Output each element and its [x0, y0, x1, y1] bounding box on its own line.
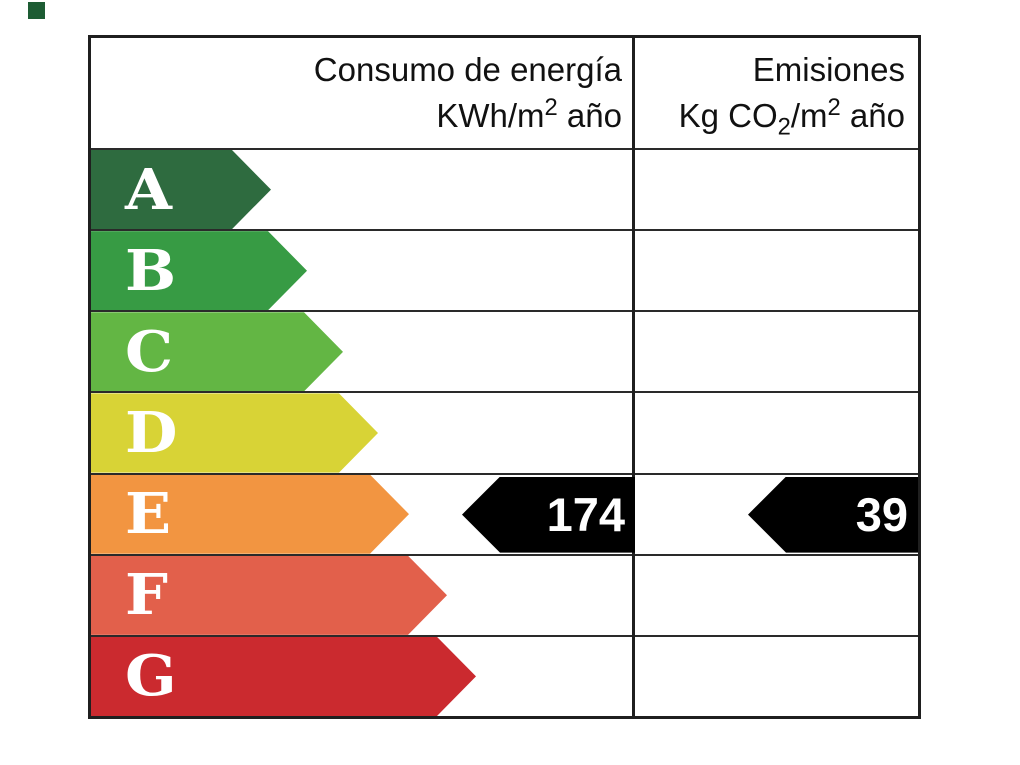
consumption-header-line1: Consumo de energía [313, 51, 622, 89]
rating-arrow-e: E [91, 475, 409, 554]
emissions-header-line1: Emisiones [752, 51, 905, 89]
rating-row-c: C [91, 310, 918, 391]
consumption-value-arrow: 174 [462, 476, 635, 553]
rating-table: Consumo de energía KWh/m2 año Emisiones … [88, 35, 921, 719]
rating-row-g: G [91, 634, 918, 716]
rating-row-f: F [91, 553, 918, 635]
column-divider [632, 38, 635, 716]
emissions-value-arrow: 39 [748, 476, 918, 553]
rating-letter-g: G [125, 643, 177, 710]
rating-row-e: E 174 39 [91, 472, 918, 554]
rating-arrow-a: A [91, 150, 271, 229]
rating-row-d: D [91, 391, 918, 472]
rating-letter-a: A [125, 156, 172, 223]
rating-row-a: A [91, 148, 918, 229]
rating-letter-b: B [125, 237, 177, 304]
rating-row-b: B [91, 229, 918, 310]
rating-letter-e: E [125, 481, 172, 548]
rating-letter-c: C [125, 318, 174, 385]
rating-letter-f: F [125, 562, 168, 629]
emissions-value: 39 [855, 488, 908, 542]
rating-arrow-b: B [91, 231, 307, 310]
rating-arrow-c: C [91, 312, 343, 391]
consumption-value: 174 [546, 488, 625, 542]
consumption-header-units: KWh/m2 año [436, 94, 622, 134]
corner-green-mark [28, 2, 45, 19]
table-header: Consumo de energía KWh/m2 año Emisiones … [91, 38, 918, 148]
rating-arrow-d: D [91, 393, 378, 472]
rating-arrow-f: F [91, 556, 447, 635]
rating-arrow-g: G [91, 637, 476, 716]
consumption-column-header: Consumo de energía KWh/m2 año [91, 38, 635, 148]
emissions-header-units: Kg CO2/m2 año [678, 94, 905, 141]
rating-letter-d: D [125, 399, 178, 466]
emissions-column-header: Emisiones Kg CO2/m2 año [635, 38, 918, 148]
